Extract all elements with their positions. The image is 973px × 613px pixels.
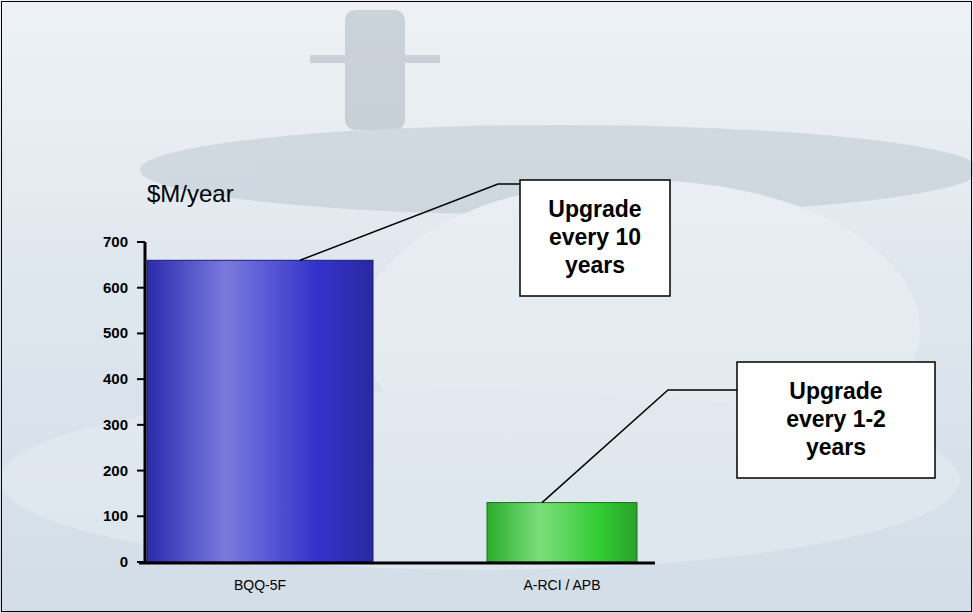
y-tick	[137, 332, 145, 334]
x-tick-label: BQQ-5F	[234, 577, 286, 593]
y-tick	[137, 287, 145, 289]
background-decoration	[0, 10, 973, 570]
annotation-line: every 1-2	[786, 406, 886, 432]
y-tick	[137, 470, 145, 472]
annotation-line: every 10	[549, 224, 641, 250]
annotation-text: Upgradeevery 1-2years	[786, 378, 886, 460]
sail	[345, 10, 405, 130]
x-axis	[139, 562, 655, 565]
y-tick	[137, 241, 145, 243]
y-tick-label: 100	[103, 507, 128, 524]
annotation-line: years	[806, 434, 866, 460]
annotation-text: Upgradeevery 10years	[548, 196, 641, 278]
frame	[2, 2, 972, 612]
bars	[147, 260, 637, 562]
x-tick-label: A-RCI / APB	[523, 577, 600, 593]
sail-plane	[310, 55, 440, 63]
annotation-box	[737, 362, 935, 478]
background	[0, 0, 973, 613]
y-tick-label: 200	[103, 462, 128, 479]
y-tick-label: 700	[103, 233, 128, 250]
y-tick-label: 0	[120, 553, 128, 570]
annotation-leader	[300, 184, 520, 260]
y-axis-title: $M/year	[147, 180, 234, 207]
y-tick	[137, 378, 145, 380]
annotation: Upgradeevery 10years	[520, 180, 670, 296]
y-tick-label: 500	[103, 324, 128, 341]
annotation: Upgradeevery 1-2years	[737, 362, 935, 478]
bar	[487, 503, 637, 562]
y-tick-label: 300	[103, 416, 128, 433]
annotation-line: Upgrade	[548, 196, 641, 222]
chart: 0 100 200 300 400 500 600 700 $M/year BQQ-5F A-RCI…	[0, 0, 973, 613]
annotation-line: years	[565, 252, 625, 278]
bar	[147, 260, 373, 562]
y-tick-label: 400	[103, 370, 128, 387]
annotation-box	[520, 180, 670, 296]
y-tick-label: 600	[103, 279, 128, 296]
annotation-leader	[542, 390, 737, 503]
y-tick	[137, 424, 145, 426]
y-tick	[137, 515, 145, 517]
y-tick	[137, 561, 145, 563]
annotation-line: Upgrade	[789, 378, 882, 404]
